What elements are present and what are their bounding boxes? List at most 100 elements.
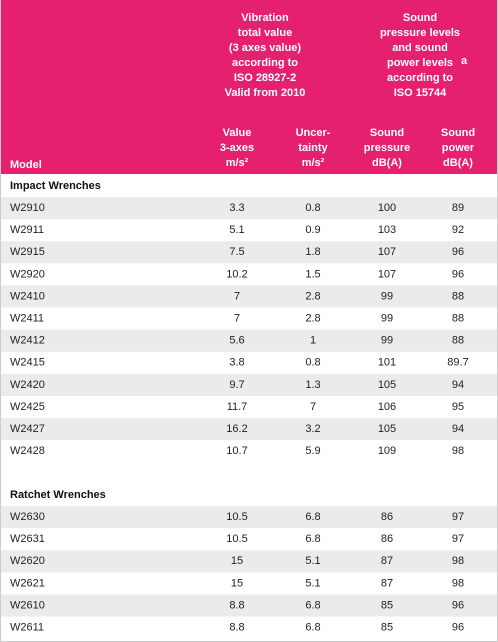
row-background [0, 594, 498, 617]
model-cell: W2412 [10, 335, 45, 347]
group-header: according to [387, 72, 453, 84]
row-background [0, 241, 498, 264]
cell: 5.9 [305, 445, 320, 457]
cell: 10.2 [226, 268, 247, 280]
cell: 86 [381, 533, 393, 545]
cell: 105 [378, 423, 396, 435]
group-header: Sound [403, 12, 437, 24]
cell: 5.6 [229, 335, 244, 347]
cell: 88 [452, 335, 464, 347]
cell: 89.7 [447, 357, 468, 369]
cell: 6.8 [305, 599, 320, 611]
column-header: 3-axes [220, 142, 254, 154]
cell: 98 [452, 577, 464, 589]
column-header: tainty [298, 142, 328, 154]
column-header: power [442, 142, 475, 154]
cell: 96 [452, 599, 464, 611]
cell: 0.9 [305, 224, 320, 236]
cell: 85 [381, 599, 393, 611]
group-header: total value [238, 27, 292, 39]
model-cell: W2611 [10, 622, 44, 634]
group-header: ISO 15744 [394, 87, 447, 99]
model-cell: W2920 [10, 268, 45, 280]
group-title: Ratchet Wrenches [10, 489, 106, 501]
model-cell: W2610 [10, 599, 45, 611]
model-cell: W2425 [10, 401, 45, 413]
row-background [0, 373, 498, 396]
model-cell: W2620 [10, 555, 45, 567]
cell: 1.5 [305, 268, 320, 280]
header-background [0, 0, 498, 174]
cell: 94 [452, 423, 464, 435]
cell: 6.8 [305, 533, 320, 545]
row-background [0, 329, 498, 352]
row-background [0, 197, 498, 220]
cell: 1.3 [305, 379, 320, 391]
cell: 87 [381, 577, 393, 589]
cell: 100 [378, 202, 396, 214]
model-cell: W2911 [10, 224, 44, 236]
cell: 105 [378, 379, 396, 391]
cell: 97 [452, 511, 464, 523]
cell: 99 [381, 290, 393, 302]
model-cell: W2631 [10, 533, 45, 545]
cell: 98 [452, 555, 464, 567]
cell: 2.8 [305, 313, 320, 325]
cell: 92 [452, 224, 464, 236]
cell: 11.7 [227, 401, 248, 413]
row-background [0, 506, 498, 529]
row-background [0, 418, 498, 441]
cell: 98 [452, 445, 464, 457]
column-header: Sound [370, 127, 404, 139]
group-header: according to [232, 57, 298, 69]
cell: 0.8 [305, 202, 320, 214]
model-cell: W2630 [10, 511, 45, 523]
model-cell: W2415 [10, 357, 45, 369]
cell: 99 [381, 313, 393, 325]
cell: 96 [452, 268, 464, 280]
cell: 106 [378, 401, 396, 413]
model-cell: W2427 [10, 423, 45, 435]
group-header: pressure levels [380, 27, 460, 39]
column-header: dB(A) [372, 157, 402, 169]
cell: 88 [452, 313, 464, 325]
cell: 7 [234, 313, 240, 325]
cell: 8.8 [229, 622, 244, 634]
cell: 5.1 [305, 577, 320, 589]
column-header: Model [10, 159, 42, 171]
cell: 96 [452, 246, 464, 258]
group-header: ISO 28927-2 [234, 72, 296, 84]
cell: 107 [378, 246, 396, 258]
cell: 101 [378, 357, 396, 369]
group-header: (3 axes value) [229, 42, 301, 54]
cell: 3.2 [305, 423, 320, 435]
column-header: pressure [364, 142, 410, 154]
cell: 10.7 [226, 445, 247, 457]
cell: 10.5 [226, 511, 247, 523]
cell: 103 [378, 224, 396, 236]
cell: 86 [381, 511, 393, 523]
cell: 89 [452, 202, 464, 214]
cell: 95 [452, 401, 464, 413]
cell: 107 [378, 268, 396, 280]
model-cell: W2621 [10, 577, 45, 589]
cell: 15 [231, 577, 243, 589]
cell: 8.8 [229, 599, 244, 611]
cell: 16.2 [226, 423, 247, 435]
cell: 9.7 [229, 379, 244, 391]
cell: 0.8 [305, 357, 320, 369]
group-header: Vibration [241, 12, 289, 24]
cell: 6.8 [305, 622, 320, 634]
row-background [0, 285, 498, 308]
group-title: Impact Wrenches [10, 180, 101, 192]
model-cell: W2411 [10, 313, 44, 325]
column-header: m/s² [302, 157, 325, 169]
cell: 7 [234, 290, 240, 302]
model-cell: W2915 [10, 246, 45, 258]
cell: 94 [452, 379, 464, 391]
cell: 3.3 [229, 202, 244, 214]
model-cell: W2410 [10, 290, 45, 302]
cell: 97 [452, 533, 464, 545]
model-cell: W2428 [10, 445, 45, 457]
